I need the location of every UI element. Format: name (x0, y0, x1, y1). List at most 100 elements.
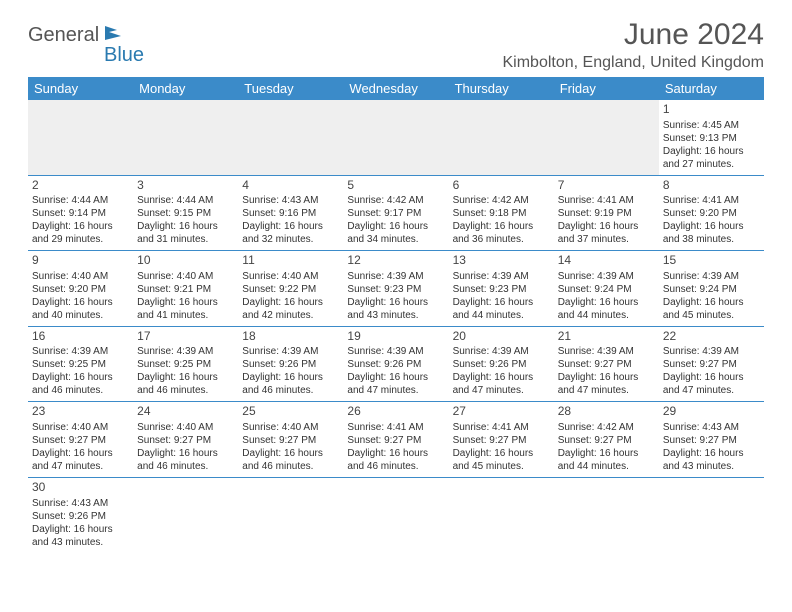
day-number: 12 (347, 253, 444, 269)
daylight-text: and 34 minutes. (347, 233, 444, 246)
day-number: 6 (453, 178, 550, 194)
weekday-header: Tuesday (238, 77, 343, 100)
daylight-text: and 40 minutes. (32, 309, 129, 322)
calendar-cell: 23Sunrise: 4:40 AMSunset: 9:27 PMDayligh… (28, 402, 133, 478)
calendar-cell: 28Sunrise: 4:42 AMSunset: 9:27 PMDayligh… (554, 402, 659, 478)
daylight-text: and 46 minutes. (137, 460, 234, 473)
daylight-text: and 47 minutes. (32, 460, 129, 473)
daylight-text: Daylight: 16 hours (32, 220, 129, 233)
calendar-cell: 7Sunrise: 4:41 AMSunset: 9:19 PMDaylight… (554, 175, 659, 251)
day-number: 14 (558, 253, 655, 269)
daylight-text: and 43 minutes. (347, 309, 444, 322)
sunset-text: Sunset: 9:16 PM (242, 207, 339, 220)
daylight-text: Daylight: 16 hours (32, 296, 129, 309)
day-number: 20 (453, 329, 550, 345)
day-number: 29 (663, 404, 760, 420)
sunset-text: Sunset: 9:25 PM (32, 358, 129, 371)
calendar-cell: 19Sunrise: 4:39 AMSunset: 9:26 PMDayligh… (343, 326, 448, 402)
sunset-text: Sunset: 9:27 PM (347, 434, 444, 447)
sunrise-text: Sunrise: 4:40 AM (242, 270, 339, 283)
weekday-header: Friday (554, 77, 659, 100)
daylight-text: and 42 minutes. (242, 309, 339, 322)
daylight-text: and 47 minutes. (453, 384, 550, 397)
logo-text-2: Blue (104, 44, 792, 67)
day-number: 5 (347, 178, 444, 194)
daylight-text: Daylight: 16 hours (347, 371, 444, 384)
weekday-header: Saturday (659, 77, 764, 100)
sunset-text: Sunset: 9:23 PM (347, 283, 444, 296)
calendar-cell: 12Sunrise: 4:39 AMSunset: 9:23 PMDayligh… (343, 251, 448, 327)
daylight-text: Daylight: 16 hours (453, 447, 550, 460)
sunrise-text: Sunrise: 4:40 AM (137, 421, 234, 434)
calendar-cell: 29Sunrise: 4:43 AMSunset: 9:27 PMDayligh… (659, 402, 764, 478)
calendar-cell: 25Sunrise: 4:40 AMSunset: 9:27 PMDayligh… (238, 402, 343, 478)
sunrise-text: Sunrise: 4:39 AM (347, 270, 444, 283)
daylight-text: Daylight: 16 hours (242, 296, 339, 309)
daylight-text: Daylight: 16 hours (558, 371, 655, 384)
sunrise-text: Sunrise: 4:40 AM (32, 421, 129, 434)
calendar-cell (343, 100, 448, 175)
day-number: 7 (558, 178, 655, 194)
daylight-text: Daylight: 16 hours (242, 220, 339, 233)
daylight-text: and 47 minutes. (558, 384, 655, 397)
calendar-cell: 26Sunrise: 4:41 AMSunset: 9:27 PMDayligh… (343, 402, 448, 478)
day-number: 25 (242, 404, 339, 420)
day-number: 28 (558, 404, 655, 420)
sunset-text: Sunset: 9:24 PM (558, 283, 655, 296)
sunrise-text: Sunrise: 4:45 AM (663, 119, 760, 132)
calendar-cell: 16Sunrise: 4:39 AMSunset: 9:25 PMDayligh… (28, 326, 133, 402)
calendar-week-row: 30Sunrise: 4:43 AMSunset: 9:26 PMDayligh… (28, 477, 764, 552)
daylight-text: and 44 minutes. (558, 309, 655, 322)
calendar-body: 1Sunrise: 4:45 AMSunset: 9:13 PMDaylight… (28, 100, 764, 553)
calendar-cell: 6Sunrise: 4:42 AMSunset: 9:18 PMDaylight… (449, 175, 554, 251)
daylight-text: and 45 minutes. (453, 460, 550, 473)
sunset-text: Sunset: 9:24 PM (663, 283, 760, 296)
calendar-cell: 22Sunrise: 4:39 AMSunset: 9:27 PMDayligh… (659, 326, 764, 402)
daylight-text: Daylight: 16 hours (347, 447, 444, 460)
calendar-week-row: 16Sunrise: 4:39 AMSunset: 9:25 PMDayligh… (28, 326, 764, 402)
sunrise-text: Sunrise: 4:41 AM (663, 194, 760, 207)
daylight-text: and 46 minutes. (242, 460, 339, 473)
sunrise-text: Sunrise: 4:40 AM (32, 270, 129, 283)
sunset-text: Sunset: 9:27 PM (32, 434, 129, 447)
daylight-text: and 46 minutes. (347, 460, 444, 473)
calendar-cell: 18Sunrise: 4:39 AMSunset: 9:26 PMDayligh… (238, 326, 343, 402)
sunset-text: Sunset: 9:14 PM (32, 207, 129, 220)
sunrise-text: Sunrise: 4:39 AM (558, 345, 655, 358)
daylight-text: and 46 minutes. (32, 384, 129, 397)
calendar-cell (659, 477, 764, 552)
daylight-text: Daylight: 16 hours (137, 371, 234, 384)
calendar-cell: 2Sunrise: 4:44 AMSunset: 9:14 PMDaylight… (28, 175, 133, 251)
flag-icon (103, 24, 123, 44)
sunrise-text: Sunrise: 4:41 AM (453, 421, 550, 434)
sunrise-text: Sunrise: 4:39 AM (347, 345, 444, 358)
sunrise-text: Sunrise: 4:41 AM (558, 194, 655, 207)
daylight-text: Daylight: 16 hours (453, 220, 550, 233)
day-number: 10 (137, 253, 234, 269)
calendar-cell: 15Sunrise: 4:39 AMSunset: 9:24 PMDayligh… (659, 251, 764, 327)
sunset-text: Sunset: 9:26 PM (453, 358, 550, 371)
sunrise-text: Sunrise: 4:40 AM (242, 421, 339, 434)
calendar-week-row: 23Sunrise: 4:40 AMSunset: 9:27 PMDayligh… (28, 402, 764, 478)
weekday-header: Monday (133, 77, 238, 100)
daylight-text: and 38 minutes. (663, 233, 760, 246)
daylight-text: Daylight: 16 hours (663, 371, 760, 384)
daylight-text: Daylight: 16 hours (453, 371, 550, 384)
sunrise-text: Sunrise: 4:39 AM (558, 270, 655, 283)
day-number: 16 (32, 329, 129, 345)
sunset-text: Sunset: 9:25 PM (137, 358, 234, 371)
sunset-text: Sunset: 9:26 PM (32, 510, 129, 523)
daylight-text: Daylight: 16 hours (558, 447, 655, 460)
daylight-text: and 45 minutes. (663, 309, 760, 322)
sunset-text: Sunset: 9:15 PM (137, 207, 234, 220)
day-number: 15 (663, 253, 760, 269)
day-number: 13 (453, 253, 550, 269)
daylight-text: and 41 minutes. (137, 309, 234, 322)
daylight-text: Daylight: 16 hours (32, 371, 129, 384)
day-number: 24 (137, 404, 234, 420)
daylight-text: Daylight: 16 hours (242, 371, 339, 384)
daylight-text: Daylight: 16 hours (663, 145, 760, 158)
daylight-text: and 47 minutes. (347, 384, 444, 397)
daylight-text: and 46 minutes. (242, 384, 339, 397)
sunset-text: Sunset: 9:22 PM (242, 283, 339, 296)
